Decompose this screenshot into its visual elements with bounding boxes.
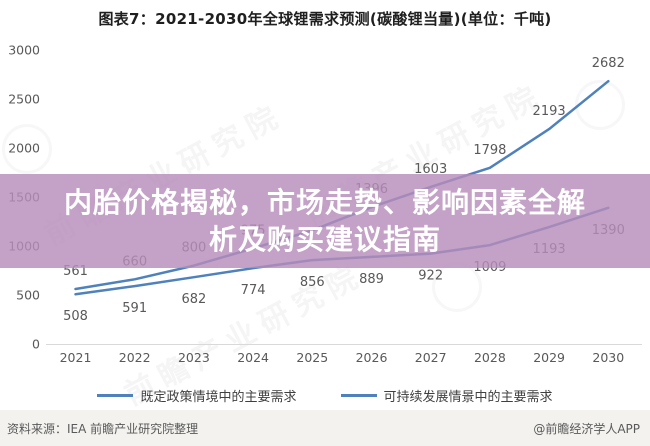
x-axis-label: 2029 <box>533 350 565 365</box>
x-axis-label: 2030 <box>592 350 624 365</box>
legend-line-swatch <box>340 394 377 397</box>
y-tick-label: 500 <box>16 288 40 303</box>
promo-overlay-banner: 内胎价格揭秘，市场走势、影响因素全解 析及购买建议指南 <box>0 174 650 268</box>
data-label: 508 <box>63 309 88 324</box>
data-label: 2193 <box>533 104 566 119</box>
x-axis-label: 2024 <box>237 350 269 365</box>
x-axis-label: 2022 <box>119 350 151 365</box>
promo-overlay-line2: 析及购买建议指南 <box>208 223 441 256</box>
legend-item: 既定政策情境中的主要需求 <box>97 386 297 405</box>
legend-label: 既定政策情境中的主要需求 <box>140 390 297 405</box>
x-axis-label: 2021 <box>60 350 92 365</box>
data-label: 856 <box>300 275 325 290</box>
source-note: 资料来源：IEA 前瞻产业研究院整理 <box>7 421 199 436</box>
data-label: 889 <box>359 272 384 287</box>
x-axis-label: 2023 <box>178 350 210 365</box>
x-axis-label: 2025 <box>296 350 328 365</box>
footer-bar: 资料来源：IEA 前瞻产业研究院整理 @前瞻经济学人APP <box>0 410 650 446</box>
x-axis-label: 2027 <box>415 350 447 365</box>
data-label: 922 <box>418 269 443 284</box>
data-label: 2682 <box>592 56 625 71</box>
chart-title: 图表7：2021-2030年全球锂需求预测(碳酸锂当量)(单位：千吨) <box>98 10 552 28</box>
data-label: 1798 <box>473 143 506 158</box>
legend-item: 可持续发展情景中的主要需求 <box>340 386 553 405</box>
x-axis-label: 2028 <box>474 350 506 365</box>
data-label: 682 <box>181 292 206 307</box>
y-tick-label: 2000 <box>8 141 40 156</box>
data-label: 591 <box>122 301 147 316</box>
legend-line-swatch <box>97 394 134 397</box>
chart-legend: 既定政策情境中的主要需求 可持续发展情景中的主要需求 <box>0 386 650 405</box>
y-tick-label: 0 <box>32 337 40 352</box>
y-tick-label: 3000 <box>8 43 40 58</box>
y-tick-label: 2500 <box>8 92 40 107</box>
data-label: 1603 <box>414 162 447 177</box>
data-label: 774 <box>241 283 266 298</box>
legend-label: 可持续发展情景中的主要需求 <box>383 390 553 405</box>
promo-overlay-line1: 内胎价格揭秘，市场走势、影响因素全解 <box>63 186 586 219</box>
x-axis-label: 2026 <box>356 350 388 365</box>
attribution-note: @前瞻经济学人APP <box>533 421 640 436</box>
